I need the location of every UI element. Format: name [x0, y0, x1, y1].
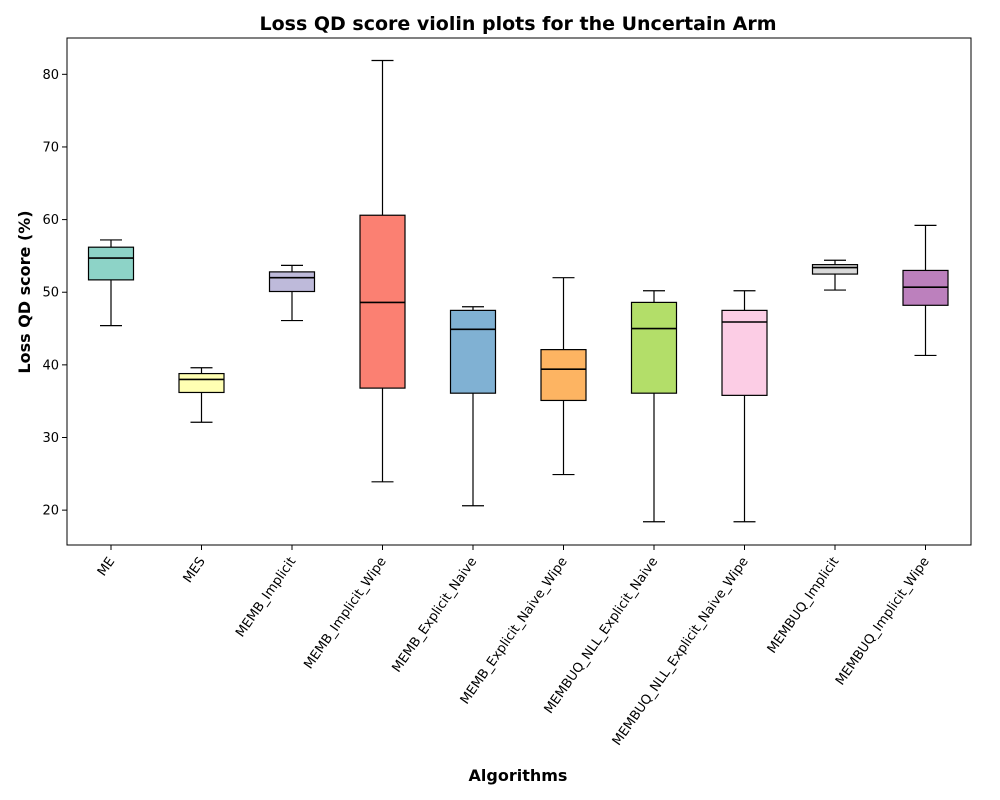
y-axis-title: Loss QD score (%): [15, 210, 34, 373]
box-2: [268, 271, 316, 293]
x-tick-label: MES: [181, 555, 209, 586]
box-7: [721, 309, 768, 396]
x-tick-label: MEMB_Explicit_Naive_Wipe: [458, 555, 571, 708]
chart-title: Loss QD score violin plots for the Uncer…: [259, 13, 776, 35]
y-tick-label: 50: [42, 286, 59, 301]
y-tick-label: 20: [42, 504, 59, 519]
box-4: [449, 309, 497, 394]
x-tick-label: MEMBUQ_Implicit_Wipe: [833, 555, 933, 689]
plot-frame: [66, 37, 972, 546]
x-tick-label: MEMB_Explicit_Naive: [390, 555, 481, 676]
y-tick-label: 30: [42, 431, 59, 446]
y-tick-label: 80: [42, 68, 59, 83]
y-tick-label: 70: [42, 140, 59, 155]
box-6: [630, 301, 678, 394]
x-axis-title: Algorithms: [469, 766, 568, 785]
y-tick-label: 40: [42, 358, 59, 373]
x-tick-label: MEMBUQ_Implicit: [765, 555, 842, 657]
box-8: [811, 264, 859, 275]
x-tick-label: ME: [95, 555, 118, 580]
plot-area: 20 30 40 50 60 70 80 ME MES MEMB_Implicit MEMB_Imp…: [42, 59, 949, 749]
box-1: [178, 372, 225, 394]
x-tick-label: MEMB_Implicit_Wipe: [301, 555, 389, 672]
y-tick-label: 60: [42, 213, 59, 228]
box-5: [540, 349, 587, 402]
x-tick-label: MEMB_Implicit: [233, 555, 299, 641]
box-0: [87, 246, 135, 281]
